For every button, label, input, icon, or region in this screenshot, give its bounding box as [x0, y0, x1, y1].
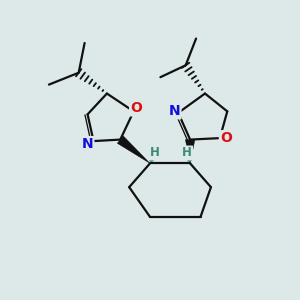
Polygon shape	[117, 136, 150, 164]
Text: N: N	[82, 137, 93, 151]
Text: H: H	[149, 146, 159, 160]
Text: N: N	[169, 104, 181, 118]
Text: H: H	[182, 146, 192, 160]
Polygon shape	[185, 140, 195, 164]
Text: O: O	[220, 131, 232, 145]
Text: O: O	[130, 101, 142, 116]
